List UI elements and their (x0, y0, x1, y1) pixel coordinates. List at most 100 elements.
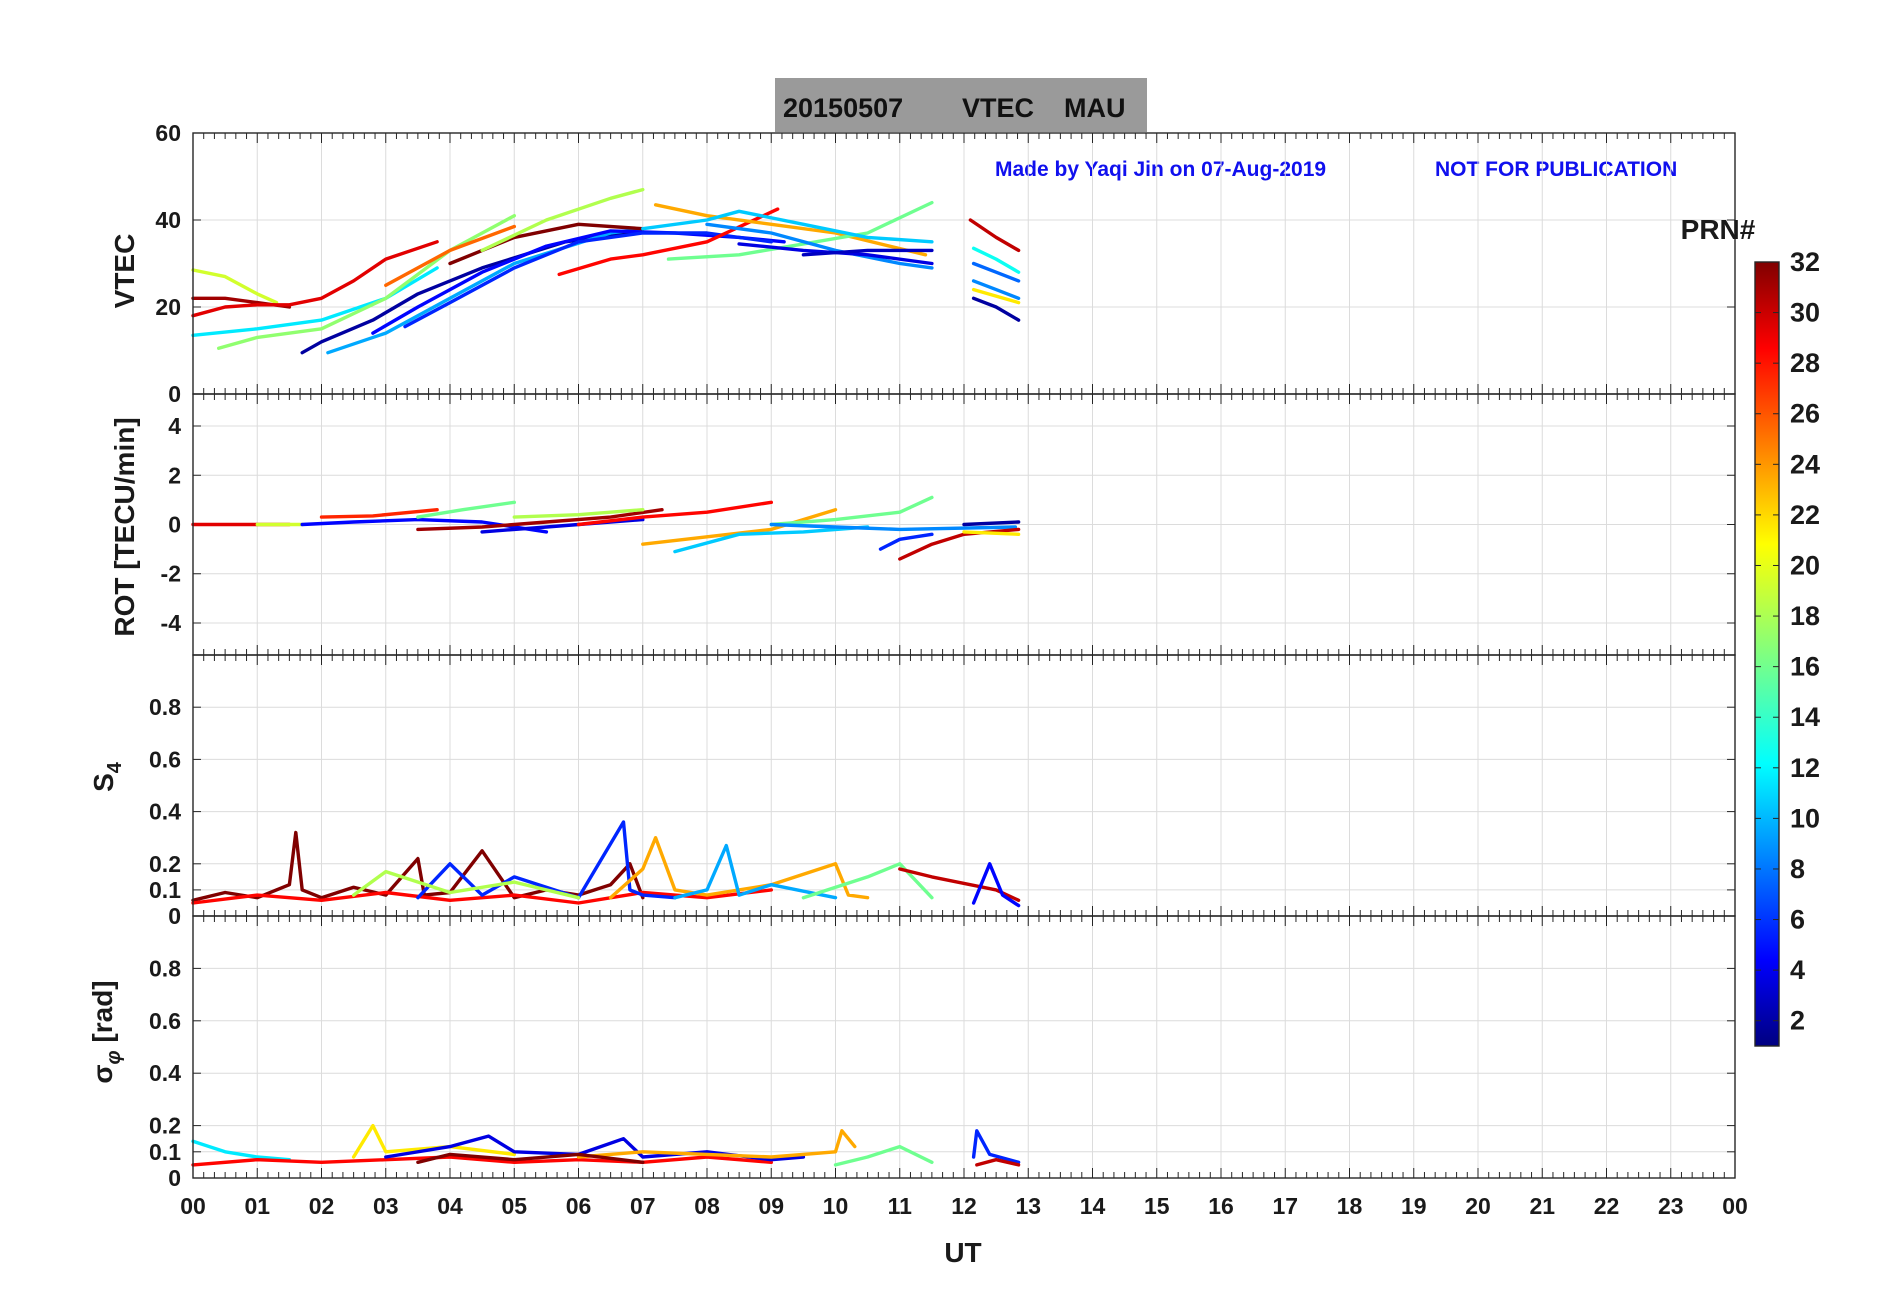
series-prn-18 (480, 187, 645, 253)
y-tick-label: 0.4 (149, 1060, 181, 1086)
axes-frame (192, 915, 1736, 1179)
series-prn-12 (191, 1139, 292, 1162)
title-date: 20150507 (783, 93, 903, 123)
series-prn-30 (975, 1157, 1021, 1167)
vtec-ylabel: VTEC (109, 234, 140, 309)
y-tick-label: -4 (161, 610, 182, 636)
title-station: MAU (1064, 93, 1126, 123)
series-prn-23 (653, 203, 928, 257)
y-tick-label: 0.4 (149, 799, 181, 825)
sigma-phi-ylabel: σφ [rad] (87, 980, 125, 1083)
colorbar-tick-label: 26 (1790, 399, 1820, 429)
x-axis-label: UT (944, 1237, 981, 1268)
series-prn-29 (191, 240, 439, 318)
colorbar-gradient (1754, 261, 1780, 1047)
series-prn-12 (191, 266, 439, 337)
series-prn-16 (416, 500, 516, 519)
series-prn-31 (416, 508, 664, 532)
colorbar-tick-label: 22 (1790, 500, 1820, 530)
colorbar-tick-label: 14 (1790, 702, 1820, 732)
colorbar-tick-label: 4 (1790, 955, 1805, 985)
series-prn-8 (971, 261, 1021, 283)
x-tick-label: 19 (1401, 1193, 1427, 1219)
x-tick-label: 17 (1272, 1193, 1298, 1219)
y-tick-label: 0.6 (149, 746, 181, 772)
series-prn-28 (191, 1155, 773, 1167)
x-tick-label: 10 (823, 1193, 849, 1219)
x-tick-label: 14 (1080, 1193, 1106, 1219)
x-tick-label: 13 (1015, 1193, 1041, 1219)
series-prn-27 (319, 508, 439, 519)
x-tick-label: 15 (1144, 1193, 1170, 1219)
series-prn-18 (351, 869, 581, 900)
series-prn-28 (576, 500, 773, 527)
series-prn-32 (416, 1152, 645, 1165)
y-tick-label: 0 (168, 903, 181, 929)
colorbar-tick-label: 8 (1790, 854, 1805, 884)
y-tick-label: 0 (168, 512, 181, 538)
series-prn-6 (878, 532, 934, 551)
series-prn-10 (673, 843, 838, 900)
series-prn-9 (705, 222, 934, 270)
title-background (775, 78, 1147, 132)
colorbar-tick-label: 6 (1790, 905, 1805, 935)
disclaimer-note: NOT FOR PUBLICATION (1435, 158, 1677, 181)
s4-ylabel: S4 (88, 761, 126, 792)
series-prn-18 (512, 508, 645, 519)
x-tick-label: 18 (1337, 1193, 1363, 1219)
y-tick-label: 0.2 (149, 851, 181, 877)
colorbar-tick-label: 28 (1790, 348, 1820, 378)
made-by-note: Made by Yaqi Jin on 07-Aug-2019 (995, 158, 1326, 181)
colorbar-tick-label: 30 (1790, 298, 1820, 328)
chart-title: 20150507 VTEC MAU (775, 78, 1147, 132)
series-prn-5 (971, 862, 1021, 908)
colorbar-tick-label: 12 (1790, 753, 1820, 783)
x-tick-label: 16 (1208, 1193, 1234, 1219)
x-tick-label: 20 (1465, 1193, 1491, 1219)
x-tick-label: 08 (694, 1193, 720, 1219)
x-tick-label: 06 (566, 1193, 592, 1219)
x-tick-label: 00 (1722, 1193, 1748, 1219)
series-prn-16 (801, 862, 934, 900)
title-quantity: VTEC (962, 93, 1034, 123)
colorbar-tick-label: 16 (1790, 652, 1820, 682)
y-tick-label: 0 (168, 381, 181, 407)
y-tick-label: 0.1 (149, 877, 181, 903)
y-tick-label: 0.8 (149, 955, 181, 981)
series-prn-16 (769, 495, 934, 527)
series-prn-2 (962, 520, 1021, 527)
y-tick-label: 2 (168, 462, 181, 488)
x-tick-label: 00 (180, 1193, 206, 1219)
series-prn-28 (191, 888, 773, 905)
y-tick-label: 0.6 (149, 1008, 181, 1034)
colorbar-tick-label: 24 (1790, 449, 1820, 479)
y-tick-label: 0.8 (149, 694, 181, 720)
series-prn-6 (971, 1129, 1021, 1165)
x-tick-label: 22 (1594, 1193, 1620, 1219)
series-prn-6 (403, 231, 773, 329)
panel-rot: -4 -2 0 2 4 (161, 393, 1736, 656)
series-prn-19 (191, 268, 279, 305)
series-prn-28 (557, 207, 780, 277)
series-prn-9 (971, 279, 1021, 300)
y-tick-label: 60 (155, 120, 181, 146)
colorbar-tick-label: 32 (1790, 247, 1820, 277)
series-prn-30 (898, 867, 1021, 902)
colorbar-tick-label: 18 (1790, 601, 1820, 631)
x-tick-label: 02 (309, 1193, 335, 1219)
colorbar-label: PRN# (1681, 214, 1756, 245)
y-tick-label: 0 (168, 1165, 181, 1191)
x-tick-label: 04 (437, 1193, 463, 1219)
x-tick-label: 11 (888, 1193, 913, 1219)
series-prn-16 (666, 200, 934, 261)
series-prn-21 (971, 287, 1021, 305)
panel-sigma-phi: 00.10.2 0.4 0.6 0.8 (149, 915, 1736, 1191)
x-tick-label: 23 (1658, 1193, 1684, 1219)
series-prn-30 (968, 218, 1021, 253)
series-prn-2 (971, 296, 1021, 322)
x-tick-label: 01 (244, 1193, 270, 1219)
rot-ylabel: ROT [TECU/min] (109, 417, 140, 636)
x-tick-label: 03 (373, 1193, 399, 1219)
series-prn-3 (801, 248, 934, 257)
